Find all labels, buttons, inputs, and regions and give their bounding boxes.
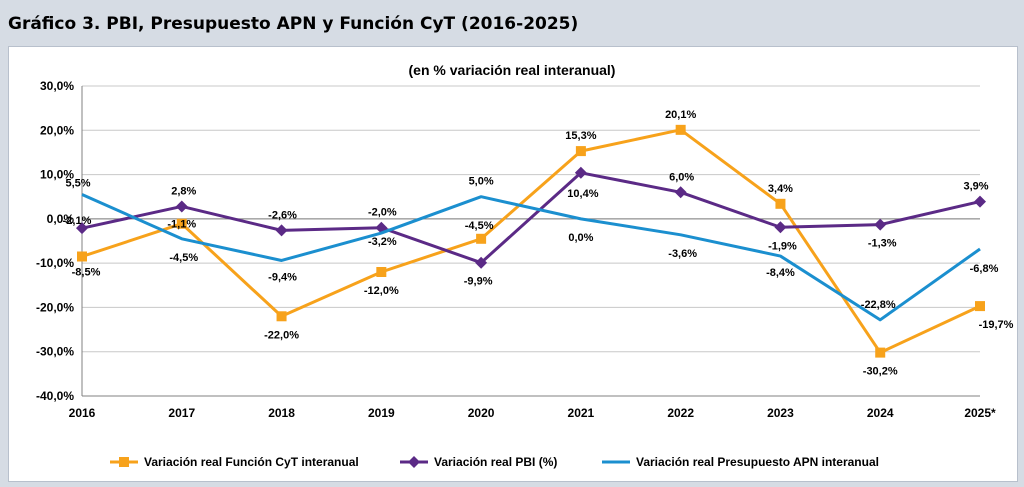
x-tick-label: 2019 bbox=[368, 406, 395, 420]
figure-title: Gráfico 3. PBI, Presupuesto APN y Funció… bbox=[8, 14, 579, 34]
data-label: 2,8% bbox=[171, 185, 196, 197]
y-tick-label: -40,0% bbox=[36, 389, 74, 403]
data-label: 5,5% bbox=[65, 178, 90, 190]
data-label: -4,5% bbox=[465, 220, 494, 232]
y-tick-label: -30,0% bbox=[36, 345, 74, 359]
series-lines bbox=[76, 124, 986, 358]
data-label: -3,2% bbox=[368, 236, 397, 248]
data-label: -4,5% bbox=[169, 252, 198, 264]
x-tick-label: 2020 bbox=[468, 406, 495, 420]
legend-marker bbox=[408, 456, 420, 468]
x-tick-label: 2017 bbox=[168, 406, 195, 420]
series-2-point bbox=[674, 186, 687, 199]
data-label: -1,3% bbox=[868, 238, 897, 250]
data-label: 3,9% bbox=[963, 181, 988, 193]
x-tick-label: 2025* bbox=[964, 406, 996, 420]
x-tick-label: 2021 bbox=[568, 406, 595, 420]
y-tick-label: 10,0% bbox=[40, 168, 74, 182]
series-2-line bbox=[81, 171, 981, 265]
series-2-point bbox=[874, 218, 887, 231]
data-label: 5,0% bbox=[469, 176, 494, 188]
data-label: -9,4% bbox=[268, 271, 297, 283]
series-2-point bbox=[974, 195, 986, 208]
y-tick-label: -10,0% bbox=[36, 256, 74, 270]
legend-label: Variación real Función CyT interanual bbox=[144, 455, 359, 469]
series-1-point bbox=[77, 251, 87, 262]
data-label: 6,0% bbox=[669, 171, 694, 183]
data-label: 15,3% bbox=[565, 130, 596, 142]
data-label: 10,4% bbox=[567, 188, 598, 200]
data-label: -9,9% bbox=[464, 276, 493, 288]
x-tick-label: 2018 bbox=[268, 406, 295, 420]
series-1-point bbox=[176, 218, 187, 229]
y-tick-label: 30,0% bbox=[40, 79, 74, 93]
data-labels: -8,5% -1,1% -22,0% -12,0% -4,5% 15,3% 20,1% 3,4… bbox=[63, 109, 1014, 378]
y-tick-label: 0,0% bbox=[47, 212, 75, 226]
data-label: -19,7% bbox=[979, 319, 1014, 331]
series-2-point bbox=[475, 256, 488, 269]
chart-title: (en % variación real interanual) bbox=[409, 62, 616, 78]
data-label: 3,4% bbox=[768, 183, 793, 195]
series-2-point bbox=[175, 200, 188, 213]
data-label: 0,0% bbox=[568, 232, 593, 244]
series-2-point bbox=[76, 222, 88, 235]
data-label: -2,1% bbox=[63, 215, 92, 227]
series-1-point bbox=[675, 124, 686, 135]
y-tick-label: -20,0% bbox=[36, 300, 74, 314]
series-3-line bbox=[81, 193, 981, 322]
series-1-point bbox=[775, 198, 786, 209]
series-1-point bbox=[476, 233, 487, 244]
data-label: -1,1% bbox=[167, 219, 196, 231]
series-2-point bbox=[275, 224, 288, 237]
data-label: -2,0% bbox=[368, 207, 397, 219]
series-1-point bbox=[276, 311, 287, 322]
data-label: 20,1% bbox=[665, 109, 696, 121]
series-2-point bbox=[774, 221, 787, 234]
x-tick-label: 2016 bbox=[69, 406, 96, 420]
series-2-point bbox=[574, 166, 587, 179]
x-tick-label: 2023 bbox=[767, 406, 794, 420]
legend-label: Variación real Presupuesto APN interanua… bbox=[636, 455, 879, 469]
series-1-line bbox=[81, 128, 981, 355]
series-1-point bbox=[875, 347, 886, 358]
legend: Variación real Función CyT interanual Var… bbox=[110, 455, 879, 469]
series-1-point bbox=[975, 301, 985, 312]
x-tick-label: 2024 bbox=[867, 406, 894, 420]
data-label: -2,6% bbox=[268, 209, 297, 221]
grid bbox=[82, 85, 980, 397]
data-label: -30,2% bbox=[863, 366, 898, 378]
series-1-point bbox=[575, 146, 586, 157]
y-tick-label: 20,0% bbox=[40, 123, 74, 137]
data-label: -12,0% bbox=[364, 285, 399, 297]
x-tick-label: 2022 bbox=[667, 406, 694, 420]
data-label: -22,0% bbox=[264, 329, 299, 341]
data-label: -8,5% bbox=[72, 267, 101, 279]
data-label: -8,4% bbox=[766, 267, 795, 279]
data-label: -6,8% bbox=[970, 263, 999, 275]
series-1-point bbox=[376, 267, 387, 277]
legend-marker bbox=[119, 457, 129, 467]
data-label: -3,6% bbox=[668, 248, 697, 260]
chart-panel bbox=[8, 46, 1018, 482]
legend-label: Variación real PBI (%) bbox=[434, 455, 557, 469]
data-label: -22,8% bbox=[861, 299, 896, 311]
data-label: -1,9% bbox=[768, 240, 797, 252]
